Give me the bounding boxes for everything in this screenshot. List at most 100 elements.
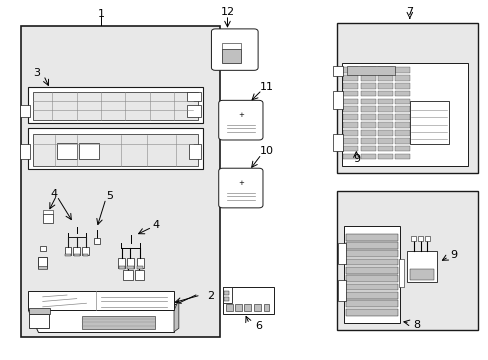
Bar <box>398 258 403 287</box>
Bar <box>65 253 71 256</box>
Bar <box>394 83 409 89</box>
Bar <box>222 287 232 303</box>
Bar <box>343 154 357 159</box>
Text: 6: 6 <box>255 321 262 332</box>
Bar <box>361 67 375 73</box>
Bar <box>28 87 203 123</box>
Bar <box>346 66 394 75</box>
Bar <box>29 314 48 328</box>
Bar <box>254 304 261 311</box>
FancyBboxPatch shape <box>218 100 263 140</box>
Bar <box>345 292 397 298</box>
Bar <box>417 237 422 241</box>
Text: 5: 5 <box>105 191 113 201</box>
Bar <box>394 99 409 104</box>
FancyBboxPatch shape <box>218 168 263 208</box>
Bar <box>361 122 375 128</box>
Bar <box>343 146 357 152</box>
Text: 4: 4 <box>50 189 58 199</box>
Bar <box>333 91 343 109</box>
Bar <box>377 154 392 159</box>
Bar <box>118 266 124 269</box>
Bar <box>118 257 125 267</box>
Bar <box>42 214 53 223</box>
Bar <box>264 304 268 311</box>
Bar <box>343 99 357 104</box>
Bar <box>341 63 467 166</box>
Bar <box>20 144 30 158</box>
Bar <box>345 250 397 257</box>
Text: 8: 8 <box>413 320 420 330</box>
Bar <box>333 66 343 76</box>
Bar <box>82 253 88 256</box>
Bar <box>343 91 357 96</box>
Bar <box>122 270 132 280</box>
Bar <box>79 143 99 159</box>
Bar <box>407 251 436 282</box>
Bar <box>82 247 89 255</box>
Text: 3: 3 <box>33 68 41 78</box>
Bar <box>20 105 30 117</box>
Bar <box>221 49 241 63</box>
Bar <box>394 138 409 144</box>
Bar <box>73 247 80 255</box>
Bar <box>361 146 375 152</box>
Bar <box>134 270 144 280</box>
Bar <box>28 128 203 169</box>
Bar <box>343 67 357 73</box>
Bar <box>345 267 397 274</box>
Text: 9: 9 <box>449 250 456 260</box>
Bar <box>33 134 198 166</box>
Bar <box>377 107 392 112</box>
Bar <box>394 130 409 136</box>
Text: +: + <box>238 112 244 118</box>
Bar <box>345 309 397 316</box>
Text: 1: 1 <box>98 9 104 19</box>
Bar <box>361 138 375 144</box>
Bar <box>377 91 392 96</box>
Text: +: + <box>238 180 244 186</box>
Bar <box>361 75 375 81</box>
Bar <box>377 146 392 152</box>
Bar <box>394 154 409 159</box>
Text: 12: 12 <box>220 7 234 17</box>
Bar <box>345 234 397 241</box>
Bar <box>333 134 343 152</box>
Bar <box>224 297 228 301</box>
Bar <box>29 307 49 314</box>
Bar <box>187 93 201 102</box>
Bar <box>343 107 357 112</box>
Bar <box>74 253 80 256</box>
Bar <box>338 243 345 264</box>
Bar <box>394 91 409 96</box>
Bar <box>394 67 409 73</box>
Bar <box>394 75 409 81</box>
Bar <box>377 99 392 104</box>
Bar <box>361 130 375 136</box>
Text: 11: 11 <box>259 82 273 92</box>
Polygon shape <box>28 291 174 310</box>
Bar <box>338 280 345 301</box>
Bar <box>57 143 77 159</box>
Bar <box>394 146 409 152</box>
Bar <box>42 210 53 214</box>
Bar <box>244 304 251 311</box>
Bar <box>377 114 392 120</box>
Bar <box>343 83 357 89</box>
Bar <box>234 304 241 311</box>
Bar <box>343 122 357 128</box>
Bar <box>394 107 409 112</box>
Bar <box>336 191 477 330</box>
FancyBboxPatch shape <box>211 29 258 70</box>
Bar <box>336 23 477 173</box>
Bar <box>345 242 397 249</box>
Bar <box>343 138 357 144</box>
Bar <box>343 114 357 120</box>
Bar <box>343 75 357 81</box>
Bar <box>361 107 375 112</box>
Polygon shape <box>28 310 174 332</box>
Bar <box>410 237 415 241</box>
Bar <box>38 257 46 267</box>
Polygon shape <box>174 300 179 332</box>
Bar <box>40 246 46 251</box>
